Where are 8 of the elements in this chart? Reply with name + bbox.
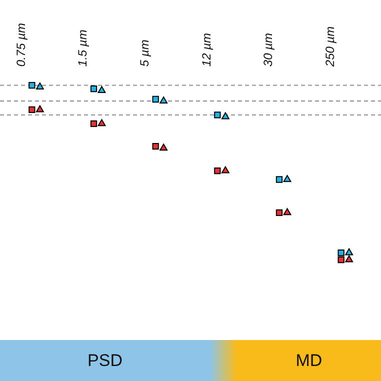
x-tick-label: 250 µm	[323, 26, 338, 68]
x-tick-label: 12 µm	[199, 33, 214, 67]
text: PSD	[88, 350, 122, 370]
x-tick-label: 5 µm	[138, 40, 152, 67]
x-tick-label: 30 µm	[261, 33, 276, 67]
x-tick-label: 0.75 µm	[14, 22, 28, 67]
x-tick-label: 1.5 µm	[76, 30, 90, 67]
text: MD	[296, 350, 322, 370]
